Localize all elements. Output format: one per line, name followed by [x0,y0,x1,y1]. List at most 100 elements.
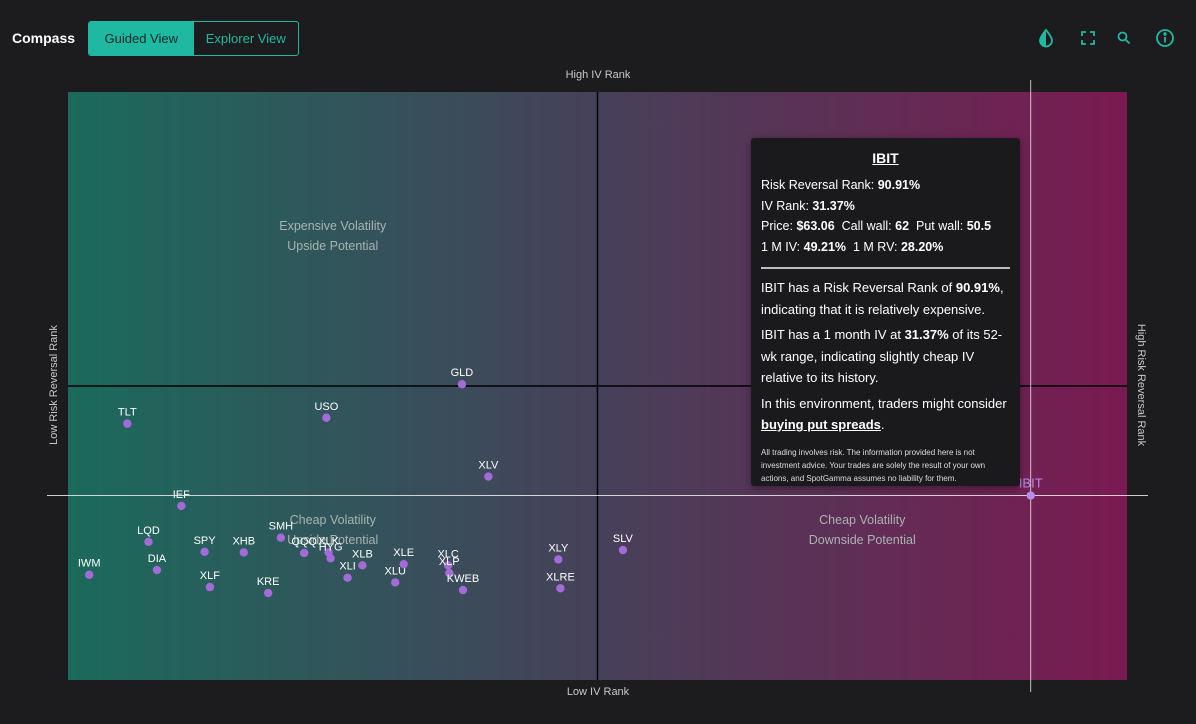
point-marker-qqq[interactable] [299,548,309,558]
point-xli[interactable]: XLI [339,561,356,582]
point-marker-xlf[interactable] [205,582,215,592]
point-ief[interactable]: IEF [173,489,190,511]
point-label-xlf: XLF [200,570,220,582]
tooltip-price-walls: Price: $63.06 Call wall: 62 Put wall: 50… [761,219,992,233]
tooltip-iv-explanation: IBIT has a 1 month IV at 31.37% of its 5… [761,327,1003,385]
point-xle[interactable]: XLE [393,547,414,569]
strategy-link[interactable]: buying put spreads [761,417,881,432]
point-marker-uso[interactable] [322,413,331,422]
point-xly[interactable]: XLY [548,542,569,564]
point-label-iwm: IWM [78,558,101,570]
tooltip-disclaimer: All trading involves risk. The informati… [761,447,986,483]
point-lqd[interactable]: LQD [137,525,160,547]
point-label-slv: SLV [613,533,634,545]
point-xlu[interactable]: XLU [385,565,406,587]
tooltip-strategy: In this environment, traders might consi… [761,395,1007,433]
point-xlre[interactable]: XLRE [546,571,575,593]
point-xlb[interactable]: XLB [352,548,373,570]
point-marker-ibit[interactable] [1026,491,1035,500]
point-marker-xhb[interactable] [239,548,248,557]
point-marker-xli[interactable] [343,573,352,582]
point-marker-xlv[interactable] [484,472,493,481]
point-label-xlb: XLB [352,548,373,560]
point-slv[interactable]: SLV [613,533,634,555]
point-label-xle: XLE [393,547,414,559]
point-marker-smh[interactable] [276,533,286,542]
point-marker-lqd[interactable] [144,537,153,547]
point-marker-xlu[interactable] [391,578,400,587]
point-gld[interactable]: GLD [451,367,474,389]
quadrant-label-top-left-line1: Expensive Volatility [279,219,387,233]
point-label-xlk: XLK [318,535,339,547]
point-marker-ief[interactable] [177,501,186,511]
point-dia[interactable]: DIA [148,553,167,575]
point-xlv[interactable]: XLV [478,460,499,481]
point-xlf[interactable]: XLF [200,570,220,592]
point-label-xlre: XLRE [546,571,575,583]
point-marker-xly[interactable] [554,555,563,564]
point-tlt[interactable]: TLT [118,407,137,428]
point-marker-kweb[interactable] [458,585,468,595]
point-marker-iwm[interactable] [84,570,94,579]
point-marker-xlb[interactable] [358,561,367,570]
point-label-smh: SMH [269,521,294,533]
point-label-ibit: IBIT [1019,476,1043,491]
point-marker-dia[interactable] [152,565,162,575]
point-label-xli: XLI [339,561,356,573]
quadrant-label-top-left-line2: Upside Potential [287,239,378,253]
point-label-xlu: XLU [385,565,406,577]
point-smh[interactable]: SMH [269,521,294,542]
point-label-xlp: XLP [439,556,460,568]
point-marker-spy[interactable] [200,547,209,557]
point-iwm[interactable]: IWM [78,558,101,579]
point-hyg[interactable]: HYG [319,541,343,563]
point-marker-xle[interactable] [399,559,408,569]
point-kweb[interactable]: KWEB [447,573,479,595]
point-xlc[interactable]: XLC [437,548,459,570]
tooltip-rr-explanation: IBIT has a Risk Reversal Rank of 90.91%,… [761,280,1004,317]
quadrant-labels: Expensive Volatility Upside Potential Chea… [279,219,916,547]
info-icon[interactable] [1155,28,1175,48]
quadrant-label-bottom-right-line1: Cheap Volatility [819,513,906,527]
point-marker-xlp[interactable] [445,568,454,578]
contrast-icon[interactable] [1036,28,1056,48]
point-label-kre: KRE [257,576,280,588]
zoom-icon[interactable] [1114,28,1134,48]
point-marker-gld[interactable] [457,380,467,389]
crosshair [47,80,1148,692]
x-axis-high-label: High IV Rank [565,69,631,81]
point-label-dia: DIA [148,553,167,565]
point-marker-xlre[interactable] [556,584,565,593]
quadrant-label-bottom-left-line1: Cheap Volatility [290,513,377,527]
tooltip-rr-rank: Risk Reversal Rank: 90.91% [761,178,921,192]
tooltip-divider [761,267,1010,269]
point-label-xlc: XLC [437,548,458,560]
point-marker-kre[interactable] [263,588,273,598]
point-marker-xlc[interactable] [443,561,453,570]
top-bar: Compass Guided View Explorer View [0,0,1196,76]
point-ibit[interactable]: IBIT [1019,476,1043,500]
fullscreen-icon[interactable] [1078,28,1098,48]
point-spy[interactable]: SPY [194,535,217,557]
point-marker-tlt[interactable] [123,419,132,428]
quadrant-label-bottom-right-line2: Downside Potential [809,533,916,547]
point-uso[interactable]: USO [314,401,339,422]
point-qqq[interactable]: QQQ [291,536,317,558]
point-xlp[interactable]: XLP [439,556,460,578]
point-label-xly: XLY [548,542,569,554]
tooltip-iv-rank: IV Rank: 31.37% [761,198,855,213]
point-label-ief: IEF [173,489,190,501]
point-marker-slv[interactable] [618,545,628,555]
guided-view-tab[interactable]: Guided View [89,22,194,55]
explorer-view-tab[interactable]: Explorer View [205,31,286,46]
point-label-xlv: XLV [478,460,499,472]
point-kre[interactable]: KRE [257,576,280,598]
quadrant-label-bottom-left-line2: Upside Potential [287,533,378,547]
point-label-tlt: TLT [118,407,137,419]
symbol-tooltip: IBIT Risk Reversal Rank: 90.91% IV Rank:… [751,138,1020,486]
point-xhb[interactable]: XHB [232,535,255,557]
tooltip-iv-rv: 1 M IV: 49.21% 1 M RV: 28.20% [761,239,944,254]
app-title: Compass [12,30,76,46]
point-marker-hyg[interactable] [326,554,335,563]
